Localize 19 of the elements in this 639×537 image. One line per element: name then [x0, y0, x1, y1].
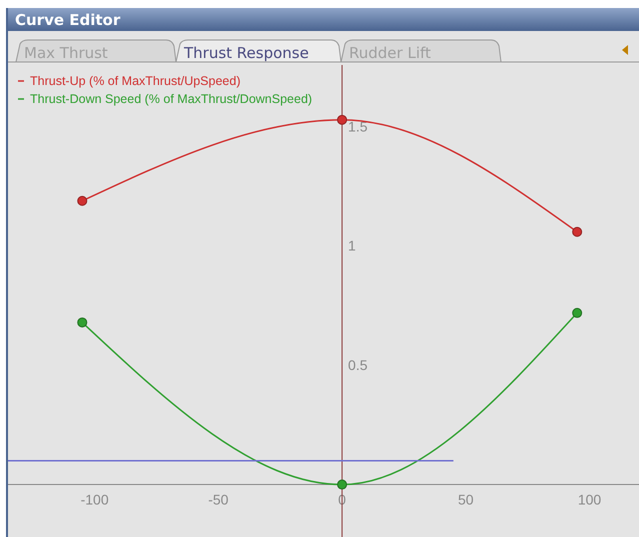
tab: Thrust Response: [176, 40, 342, 62]
point: [337, 114, 348, 125]
legend-label: Thrust-Down Speed (% of MaxThrust/DownSpeed): [30, 92, 312, 106]
chart-title: Curve Editor: [15, 11, 121, 29]
y-tick-label: 0.5: [348, 356, 368, 373]
x-tick-label: 50: [458, 491, 474, 508]
y-tick-label: 1.5: [348, 118, 368, 134]
y-tick-label: 1: [348, 238, 356, 254]
x-tick-label: -50: [208, 491, 229, 508]
tab: Rudder Lift: [340, 40, 502, 62]
legend-label: Thrust-Up (% of MaxThrust/UpSpeed): [30, 74, 240, 88]
point: [337, 480, 348, 490]
x-tick-label: 100: [578, 491, 602, 508]
x-tick-label: -100: [80, 491, 109, 508]
point: [77, 196, 88, 206]
tab: Max Thrust: [16, 40, 176, 62]
point: [77, 317, 88, 328]
point: [572, 226, 582, 237]
point: [572, 308, 582, 318]
